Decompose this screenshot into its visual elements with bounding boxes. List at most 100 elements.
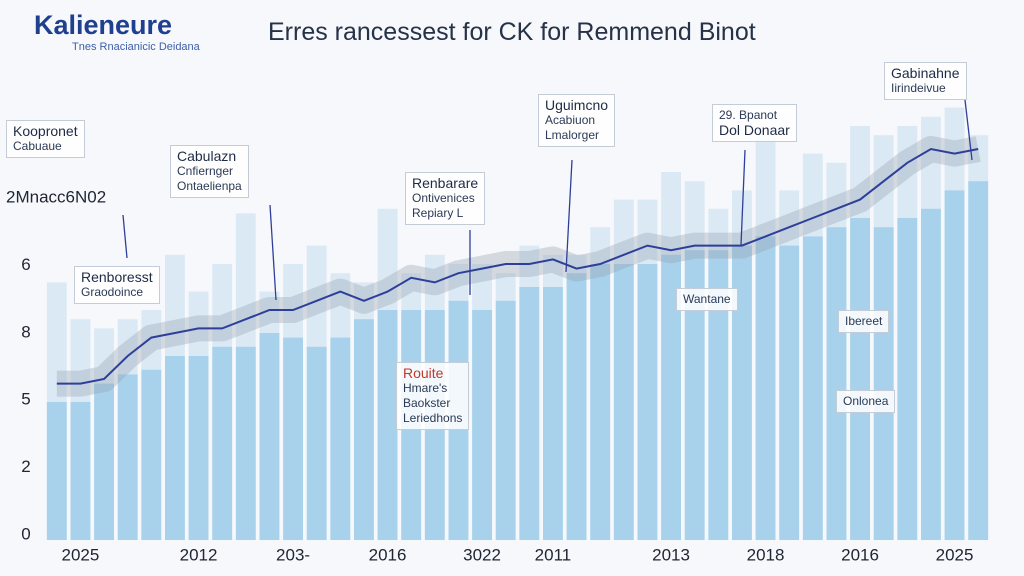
- x-tick-label: 3022: [463, 545, 501, 564]
- x-tick-label: 2013: [652, 545, 690, 564]
- bar: [306, 346, 327, 540]
- bar: [70, 402, 91, 540]
- annotation-text: Dol Donaar: [719, 122, 790, 138]
- bar: [330, 337, 351, 540]
- brand-name: Kalieneure: [34, 10, 173, 40]
- annotation: Renboresst Graodoince: [74, 266, 160, 304]
- annotation-text: 29. Bpanot: [719, 108, 778, 122]
- annotation: Wantane: [676, 288, 738, 311]
- bar: [661, 254, 681, 541]
- annotation-text: Onlonea: [843, 394, 889, 408]
- annotation: 29. Bpanot Dol Donaar: [712, 104, 797, 142]
- annotation: Gabinahne Iirindeivue: [884, 62, 967, 100]
- y-side-label: 0: [21, 524, 30, 543]
- bar: [283, 337, 303, 540]
- annotation: Onlonea: [836, 390, 896, 413]
- x-tick-label: 2018: [747, 545, 785, 564]
- x-tick-label: 2016: [369, 545, 407, 564]
- annotation-text: Gabinahne: [891, 65, 960, 81]
- bar: [968, 181, 989, 540]
- annotation-text: Ibereet: [845, 314, 883, 328]
- chart-title: Erres rancessest for CK for Remmend Bino…: [268, 18, 756, 46]
- annotation: Cabulazn Cnfiernger Ontaelienpa: [170, 145, 249, 198]
- bar: [873, 227, 894, 540]
- annotation-text: Rouite: [403, 365, 444, 381]
- bar: [46, 402, 67, 540]
- annotation-text: Acabiuon: [545, 113, 596, 127]
- bar: [944, 190, 965, 540]
- bar: [684, 250, 705, 540]
- bar: [188, 356, 209, 540]
- annotation-text: Cnfiernger: [177, 164, 234, 178]
- logo: Kalieneure Tnes Rnacianicic Deidana: [34, 10, 200, 53]
- bar: [259, 333, 280, 540]
- annotation-text: Graodoince: [81, 285, 144, 299]
- annotation-text: Uguimcno: [545, 97, 609, 113]
- x-tick-label: 2025: [936, 545, 974, 564]
- x-tick-label: 203-: [276, 545, 310, 564]
- arrow: [740, 149, 746, 246]
- annotation: Rouite Hmare's Baokster Leriedhons: [396, 362, 470, 430]
- annotation-text: Repiary L: [412, 206, 464, 220]
- trend-line: [56, 147, 979, 385]
- bar: [779, 245, 800, 540]
- y-side-label: 2: [21, 457, 30, 476]
- annotation: Koopronet Cabuaue: [6, 120, 85, 158]
- bar: [519, 287, 540, 540]
- annotation-text: Wantane: [683, 292, 731, 306]
- arrows: [122, 99, 973, 301]
- y-side-label: 8: [21, 322, 30, 341]
- plot: 2025 2012 203- 2016 3022 2011 2013 2018 2016 2025…: [6, 107, 989, 564]
- annotation-text: Cabulazn: [177, 148, 237, 164]
- arrow: [122, 214, 128, 259]
- annotation-text: Ontivenices: [412, 191, 475, 205]
- bar: [802, 236, 823, 540]
- bar: [708, 250, 729, 540]
- bar: [94, 383, 114, 540]
- x-tick-label: 2012: [180, 545, 218, 564]
- annotation-text: Ontaelienpa: [177, 179, 242, 193]
- bar: [921, 208, 941, 541]
- annotation-text: Cabuaue: [13, 139, 62, 153]
- annotation: Uguimcno Acabiuon Lmalorger: [538, 94, 616, 147]
- annotation-text: Hmare's: [403, 381, 448, 395]
- x-tick-label: 2016: [841, 545, 879, 564]
- brand-tagline: Tnes Rnacianicic Deidana: [72, 41, 200, 53]
- arrow: [269, 204, 277, 301]
- arrow: [565, 159, 573, 273]
- y-side-label: 5: [21, 390, 30, 409]
- bar: [826, 227, 847, 540]
- y-side-label: 2Mnacc6N02: [6, 187, 106, 206]
- bar: [590, 264, 611, 540]
- bar: [117, 374, 138, 540]
- x-tick-label: 2025: [62, 545, 100, 564]
- bar: [566, 273, 587, 540]
- arrow: [964, 99, 973, 161]
- x-tick-label: 2011: [535, 545, 572, 564]
- annotation: Ibereet: [838, 310, 890, 333]
- bar: [235, 346, 256, 540]
- bar: [354, 319, 374, 540]
- bar: [543, 287, 563, 540]
- annotation-text: Lmalorger: [545, 128, 600, 142]
- annotation-text: Renboresst: [81, 269, 153, 285]
- bar: [637, 264, 658, 540]
- annotation: Renbarare Ontivenices Repiary L: [405, 172, 486, 225]
- bar: [212, 346, 233, 540]
- annotation-text: Renbarare: [412, 175, 479, 191]
- bar: [472, 310, 492, 540]
- bar: [613, 264, 634, 540]
- bar: [141, 369, 162, 540]
- annotation-text: Iirindeivue: [891, 81, 946, 95]
- bar: [755, 236, 776, 540]
- y-side-label: 6: [21, 255, 30, 274]
- annotation-text: Baokster: [403, 396, 451, 410]
- bar: [495, 300, 516, 540]
- bar: [165, 356, 185, 540]
- bar: [377, 310, 398, 540]
- annotation-text: Leriedhons: [403, 411, 463, 425]
- bar: [732, 245, 752, 540]
- bar: [850, 218, 870, 540]
